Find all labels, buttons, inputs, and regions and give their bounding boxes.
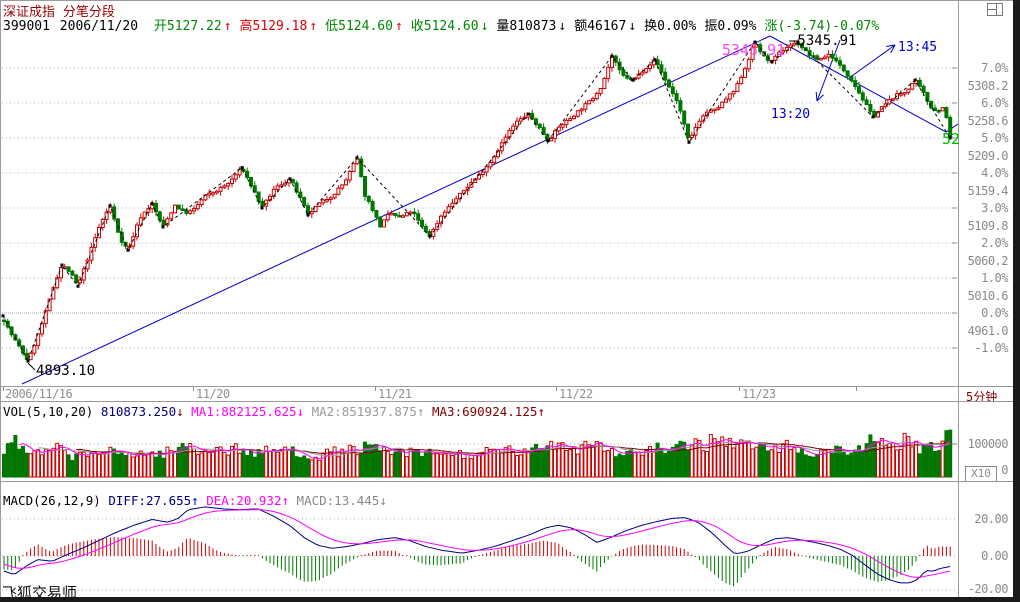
quote-field-开: 开5127.22	[153, 19, 222, 34]
trend-arrow-icon: ↓	[628, 19, 637, 34]
date-tick-mark	[3, 387, 4, 391]
date-tick-mark	[556, 387, 557, 391]
quote-field-涨: 涨(-3.74)-0.07%	[764, 19, 880, 34]
trend-arrow-icon: ↓	[558, 19, 567, 34]
right-border	[1013, 0, 1020, 602]
axis-value-label: 100000	[967, 437, 1009, 451]
page-title: 深证成指 分笔分段	[3, 5, 115, 20]
axis-price-label: 5258.6	[967, 113, 1009, 128]
quote-field-低: 低5124.60	[325, 19, 393, 34]
axis-pct-label: 0.0%	[981, 306, 1008, 320]
top-border	[0, 0, 1013, 1]
indicator-value: ↑	[416, 404, 425, 419]
quote-fields: 开5127.22 ↑ 高5129.18 ↑ 低5124.60 ↑ 收5124.60 ↓ 量810…	[148, 19, 881, 34]
axis-value-label: 0	[1001, 463, 1008, 477]
stock-code: 399001	[3, 19, 50, 34]
date-tick-mark	[375, 387, 376, 391]
axis-price-label: 4961.0	[967, 323, 1009, 338]
axis-pct-label: 5.0%	[981, 131, 1008, 145]
quote-field-高: 高5129.18	[239, 19, 308, 34]
quote-field-量: 量810873	[496, 19, 557, 34]
date-tick-mark	[739, 387, 740, 391]
trend-arrow-icon: ↓	[480, 19, 489, 34]
divider-dates-vol	[0, 401, 1013, 402]
indicator-value: ↓	[379, 493, 387, 508]
indicator-value: MA3:690924.125	[424, 404, 538, 419]
indicator-value: ↓	[176, 404, 184, 419]
date-tick-label: 11/20	[196, 387, 230, 401]
date-tick-mark	[193, 387, 194, 391]
volume-chart[interactable]	[0, 401, 958, 481]
quote-field-额: 额46167	[574, 19, 627, 34]
macd-header: MACD(26,12,9) DIFF:27.655↑ DEA:20.932↑ M…	[3, 493, 387, 508]
indicator-value: ↓	[296, 404, 305, 419]
axis-value-label: 0.00	[981, 549, 1008, 563]
divider-chart-dates	[0, 386, 1013, 387]
axis-gutter-divider	[958, 0, 959, 597]
main-price-chart[interactable]	[0, 0, 958, 386]
quote-field-振: 振0.09%	[704, 19, 757, 34]
volume-header: VOL(5,10,20) 810873.250↓ MA1:882125.625↓…	[3, 404, 545, 419]
axis-pct-label: -1.0%	[974, 341, 1008, 355]
indicator-value: ↑	[281, 493, 290, 508]
indicator-value: MACD(26,12,9)	[3, 493, 101, 508]
indicator-value: VOL(5,10,20)	[3, 404, 94, 419]
date-tick-mark	[856, 387, 857, 391]
axis-price-label: 5109.8	[967, 218, 1009, 233]
date-tick-label: 11/22	[559, 387, 593, 401]
axis-pct-label: 1.0%	[981, 271, 1008, 285]
indicator-value: ↑	[537, 404, 545, 419]
date-tick-label: 2006/11/16	[5, 387, 73, 401]
app-brand: 飞狐交易师	[2, 584, 78, 602]
divider-vol-macd	[0, 481, 1013, 482]
macd-chart[interactable]	[0, 481, 958, 597]
quote-field-换: 换0.00%	[644, 19, 697, 34]
indicator-value: DIFF:27.655	[100, 493, 192, 508]
axis-pct-label: 7.0%	[981, 61, 1008, 75]
quote-info-line: 399001 2006/11/20 开5127.22 ↑ 高5129.18 ↑ 低512…	[3, 15, 883, 34]
axis-pct-label: 2.0%	[981, 236, 1008, 250]
trend-arrow-icon: ↑	[394, 19, 403, 34]
indicator-value: MA1:882125.625	[183, 404, 297, 419]
indicator-value: MA2:851937.875	[304, 404, 417, 419]
axis-pct-label: 3.0%	[981, 201, 1008, 215]
quote-date: 2006/11/20	[59, 19, 139, 34]
axis-pct-label: 6.0%	[981, 96, 1008, 110]
axis-price-label: 5308.2	[967, 78, 1009, 93]
indicator-value: 810873.250	[93, 404, 177, 419]
axis-value-label: -20.00	[967, 582, 1009, 596]
axis-price-label: 5060.2	[967, 253, 1009, 268]
quote-field-收: 收5124.60	[410, 19, 479, 34]
indicator-value: MACD:13.445	[289, 493, 380, 508]
date-tick-label: 11/21	[378, 387, 412, 401]
period-selector[interactable]: 5分钟	[966, 390, 998, 404]
axis-price-label: 5010.6	[967, 288, 1009, 303]
left-border	[0, 0, 1, 602]
date-tick-label: 11/23	[742, 387, 776, 401]
trend-arrow-icon: ↑	[223, 19, 232, 34]
axis-price-label: 5209.0	[967, 148, 1009, 163]
indicator-value: ↑	[191, 493, 199, 508]
indicator-value: DEA:20.932	[198, 493, 282, 508]
window-layout-icon[interactable]	[987, 3, 1003, 16]
axis-value-label: 20.00	[974, 512, 1008, 526]
axis-price-label: 5159.4	[967, 183, 1009, 198]
bottom-border	[0, 597, 1020, 602]
axis-pct-label: 4.0%	[981, 166, 1008, 180]
trend-arrow-icon: ↑	[309, 19, 318, 34]
